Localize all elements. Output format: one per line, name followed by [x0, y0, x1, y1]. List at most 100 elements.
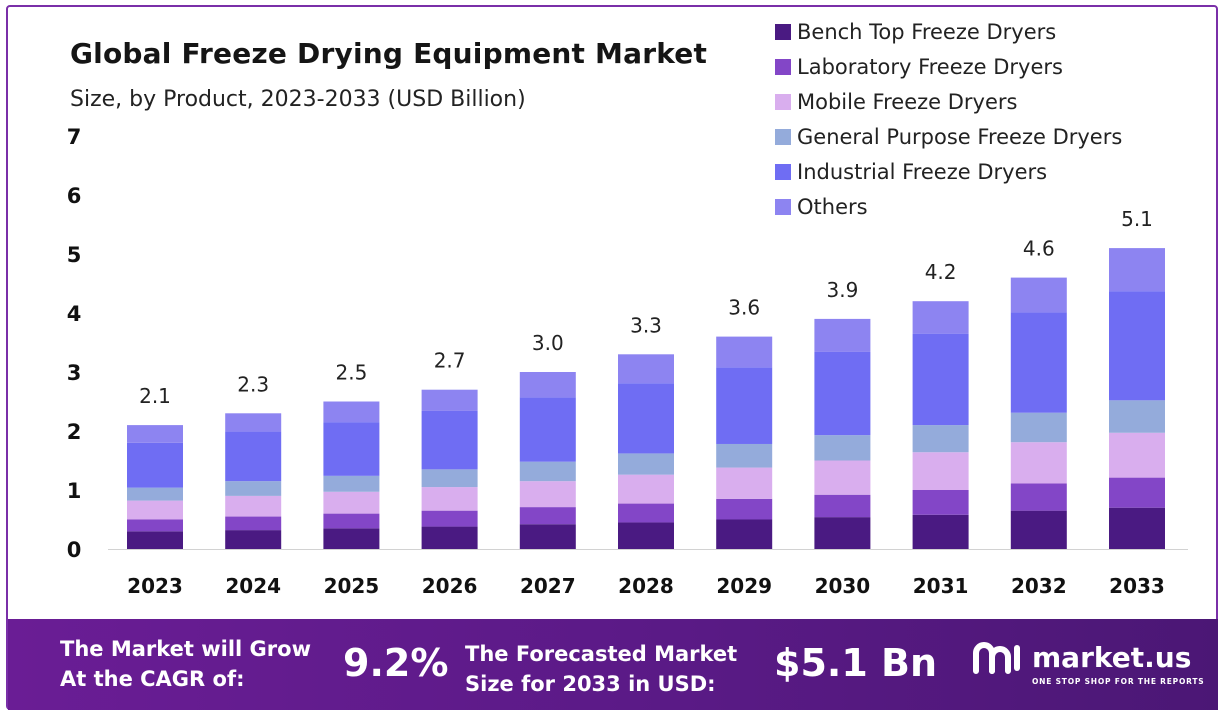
- bar-segment-bench-top-freeze-dryers: [618, 522, 674, 549]
- legend-label: Mobile Freeze Dryers: [797, 89, 1018, 114]
- bar-segment-laboratory-freeze-dryers: [519, 507, 576, 525]
- brand-logo[interactable]: market.us ONE STOP SHOP FOR THE REPORTS: [970, 637, 1204, 697]
- bar-total-label: 3.0: [532, 331, 564, 355]
- bar-segment-bench-top-freeze-dryers: [127, 531, 183, 549]
- legend-swatch: [775, 58, 791, 75]
- legend-item: Mobile Freeze Dryers: [775, 84, 1122, 119]
- legend-item: Others: [775, 189, 1122, 224]
- bar-segment-mobile-freeze-dryers: [1010, 442, 1067, 484]
- chart-subtitle: Size, by Product, 2023-2033 (USD Billion…: [70, 87, 526, 112]
- bar-segment-general-purpose-freeze-dryers: [127, 487, 183, 501]
- bar-segment-industrial-freeze-dryers: [1109, 291, 1165, 401]
- bar-segment-others: [519, 372, 576, 398]
- bar-segment-others: [323, 401, 380, 423]
- bar-segment-general-purpose-freeze-dryers: [618, 453, 674, 475]
- bar-segment-others: [127, 425, 183, 443]
- legend-swatch: [775, 23, 791, 40]
- x-tick-label: 2027: [520, 574, 576, 598]
- bar-segment-laboratory-freeze-dryers: [323, 513, 380, 529]
- bar-total-label: 2.5: [335, 361, 367, 385]
- bar-segment-industrial-freeze-dryers: [519, 397, 576, 462]
- bar-segment-others: [225, 413, 282, 432]
- bar-segment-others: [618, 354, 674, 384]
- forecast-label-line1: The Forecasted Market: [465, 642, 738, 666]
- bar-segment-laboratory-freeze-dryers: [1010, 483, 1067, 511]
- bar-segment-laboratory-freeze-dryers: [912, 490, 969, 515]
- bar-segment-general-purpose-freeze-dryers: [519, 461, 576, 482]
- bar-segment-mobile-freeze-dryers: [323, 491, 380, 514]
- bar-segment-laboratory-freeze-dryers: [421, 510, 478, 527]
- x-tick-label: 2030: [815, 574, 871, 598]
- bar-segment-general-purpose-freeze-dryers: [912, 425, 969, 453]
- bar-segment-industrial-freeze-dryers: [225, 431, 282, 482]
- bar-segment-laboratory-freeze-dryers: [814, 494, 871, 518]
- bar-segment-industrial-freeze-dryers: [618, 383, 674, 454]
- bar-segment-others: [1109, 248, 1165, 292]
- legend-label: Others: [797, 194, 868, 219]
- bar-total-label: 3.3: [630, 313, 662, 337]
- bar-segment-general-purpose-freeze-dryers: [421, 469, 478, 488]
- bar-total-label: 4.2: [925, 260, 957, 284]
- bar-segment-general-purpose-freeze-dryers: [323, 475, 380, 492]
- y-tick-label: 2: [67, 420, 82, 444]
- x-tick-label: 2033: [1109, 574, 1165, 598]
- legend-label: Bench Top Freeze Dryers: [797, 19, 1057, 44]
- cagr-label-line1: The Market will Grow: [60, 637, 311, 661]
- legend-label: Industrial Freeze Dryers: [797, 159, 1048, 184]
- bar-segment-mobile-freeze-dryers: [814, 460, 871, 495]
- cagr-label-line2: At the CAGR of:: [60, 667, 245, 691]
- bar-segment-mobile-freeze-dryers: [1109, 432, 1165, 478]
- bar-total-label: 4.6: [1023, 237, 1055, 261]
- footer-banner: The Market will Grow At the CAGR of: 9.2…: [8, 619, 1218, 710]
- bar-segment-bench-top-freeze-dryers: [814, 517, 871, 549]
- bar-segment-mobile-freeze-dryers: [618, 474, 674, 504]
- bar-total-label: 2.3: [237, 372, 269, 396]
- x-tick-label: 2023: [127, 574, 183, 598]
- bar-segment-general-purpose-freeze-dryers: [716, 443, 773, 468]
- bar-segment-industrial-freeze-dryers: [127, 442, 183, 488]
- x-tick-label: 2026: [422, 574, 478, 598]
- bar-segment-others: [421, 389, 478, 411]
- x-tick-label: 2029: [716, 574, 772, 598]
- y-tick-label: 5: [67, 243, 82, 267]
- bar-segment-mobile-freeze-dryers: [127, 500, 183, 520]
- legend-swatch: [775, 163, 791, 180]
- legend-label: General Purpose Freeze Dryers: [797, 124, 1123, 149]
- bar-segment-general-purpose-freeze-dryers: [1010, 412, 1067, 443]
- legend-swatch: [775, 128, 791, 145]
- bar-segment-laboratory-freeze-dryers: [225, 516, 282, 531]
- bar-segment-industrial-freeze-dryers: [814, 351, 871, 436]
- y-tick-label: 1: [67, 479, 82, 503]
- bar-segment-laboratory-freeze-dryers: [127, 519, 183, 532]
- legend-item: General Purpose Freeze Dryers: [775, 119, 1122, 154]
- y-tick-label: 3: [67, 361, 82, 385]
- bar-segment-bench-top-freeze-dryers: [519, 524, 576, 549]
- x-tick-label: 2024: [225, 574, 281, 598]
- legend-item: Bench Top Freeze Dryers: [775, 14, 1122, 49]
- cagr-value: 9.2%: [343, 641, 449, 685]
- legend-swatch: [775, 198, 791, 215]
- bar-segment-general-purpose-freeze-dryers: [814, 435, 871, 461]
- bar-segment-mobile-freeze-dryers: [225, 495, 282, 517]
- bar-segment-industrial-freeze-dryers: [1010, 312, 1067, 413]
- bar-segment-bench-top-freeze-dryers: [716, 519, 773, 549]
- bar-segment-bench-top-freeze-dryers: [421, 526, 478, 549]
- bar-segment-laboratory-freeze-dryers: [716, 498, 773, 520]
- bar-segment-industrial-freeze-dryers: [323, 422, 380, 476]
- legend-label: Laboratory Freeze Dryers: [797, 54, 1063, 79]
- brand-tagline: ONE STOP SHOP FOR THE REPORTS: [1032, 677, 1205, 686]
- bar-segment-laboratory-freeze-dryers: [1109, 477, 1165, 508]
- forecast-value: $5.1 Bn: [774, 641, 938, 685]
- bar-segment-industrial-freeze-dryers: [912, 333, 969, 426]
- bar-total-label: 3.9: [826, 278, 858, 302]
- stacked-bar-chart: 0 1 2 3 4 5 6 7 2.1 2023 2.3 2024 2.5 2025 2.7 2026 3.0 2…: [67, 125, 1188, 598]
- bar-segment-mobile-freeze-dryers: [519, 481, 576, 508]
- x-tick-label: 2032: [1011, 574, 1067, 598]
- y-tick-label: 4: [67, 302, 82, 326]
- brand-name: market.us: [1032, 641, 1192, 674]
- bar-segment-bench-top-freeze-dryers: [1010, 510, 1067, 549]
- bar-segment-mobile-freeze-dryers: [716, 467, 773, 499]
- bar-segment-laboratory-freeze-dryers: [618, 503, 674, 523]
- bar-segment-others: [1010, 277, 1067, 313]
- market-us-logo-icon: [973, 642, 1020, 674]
